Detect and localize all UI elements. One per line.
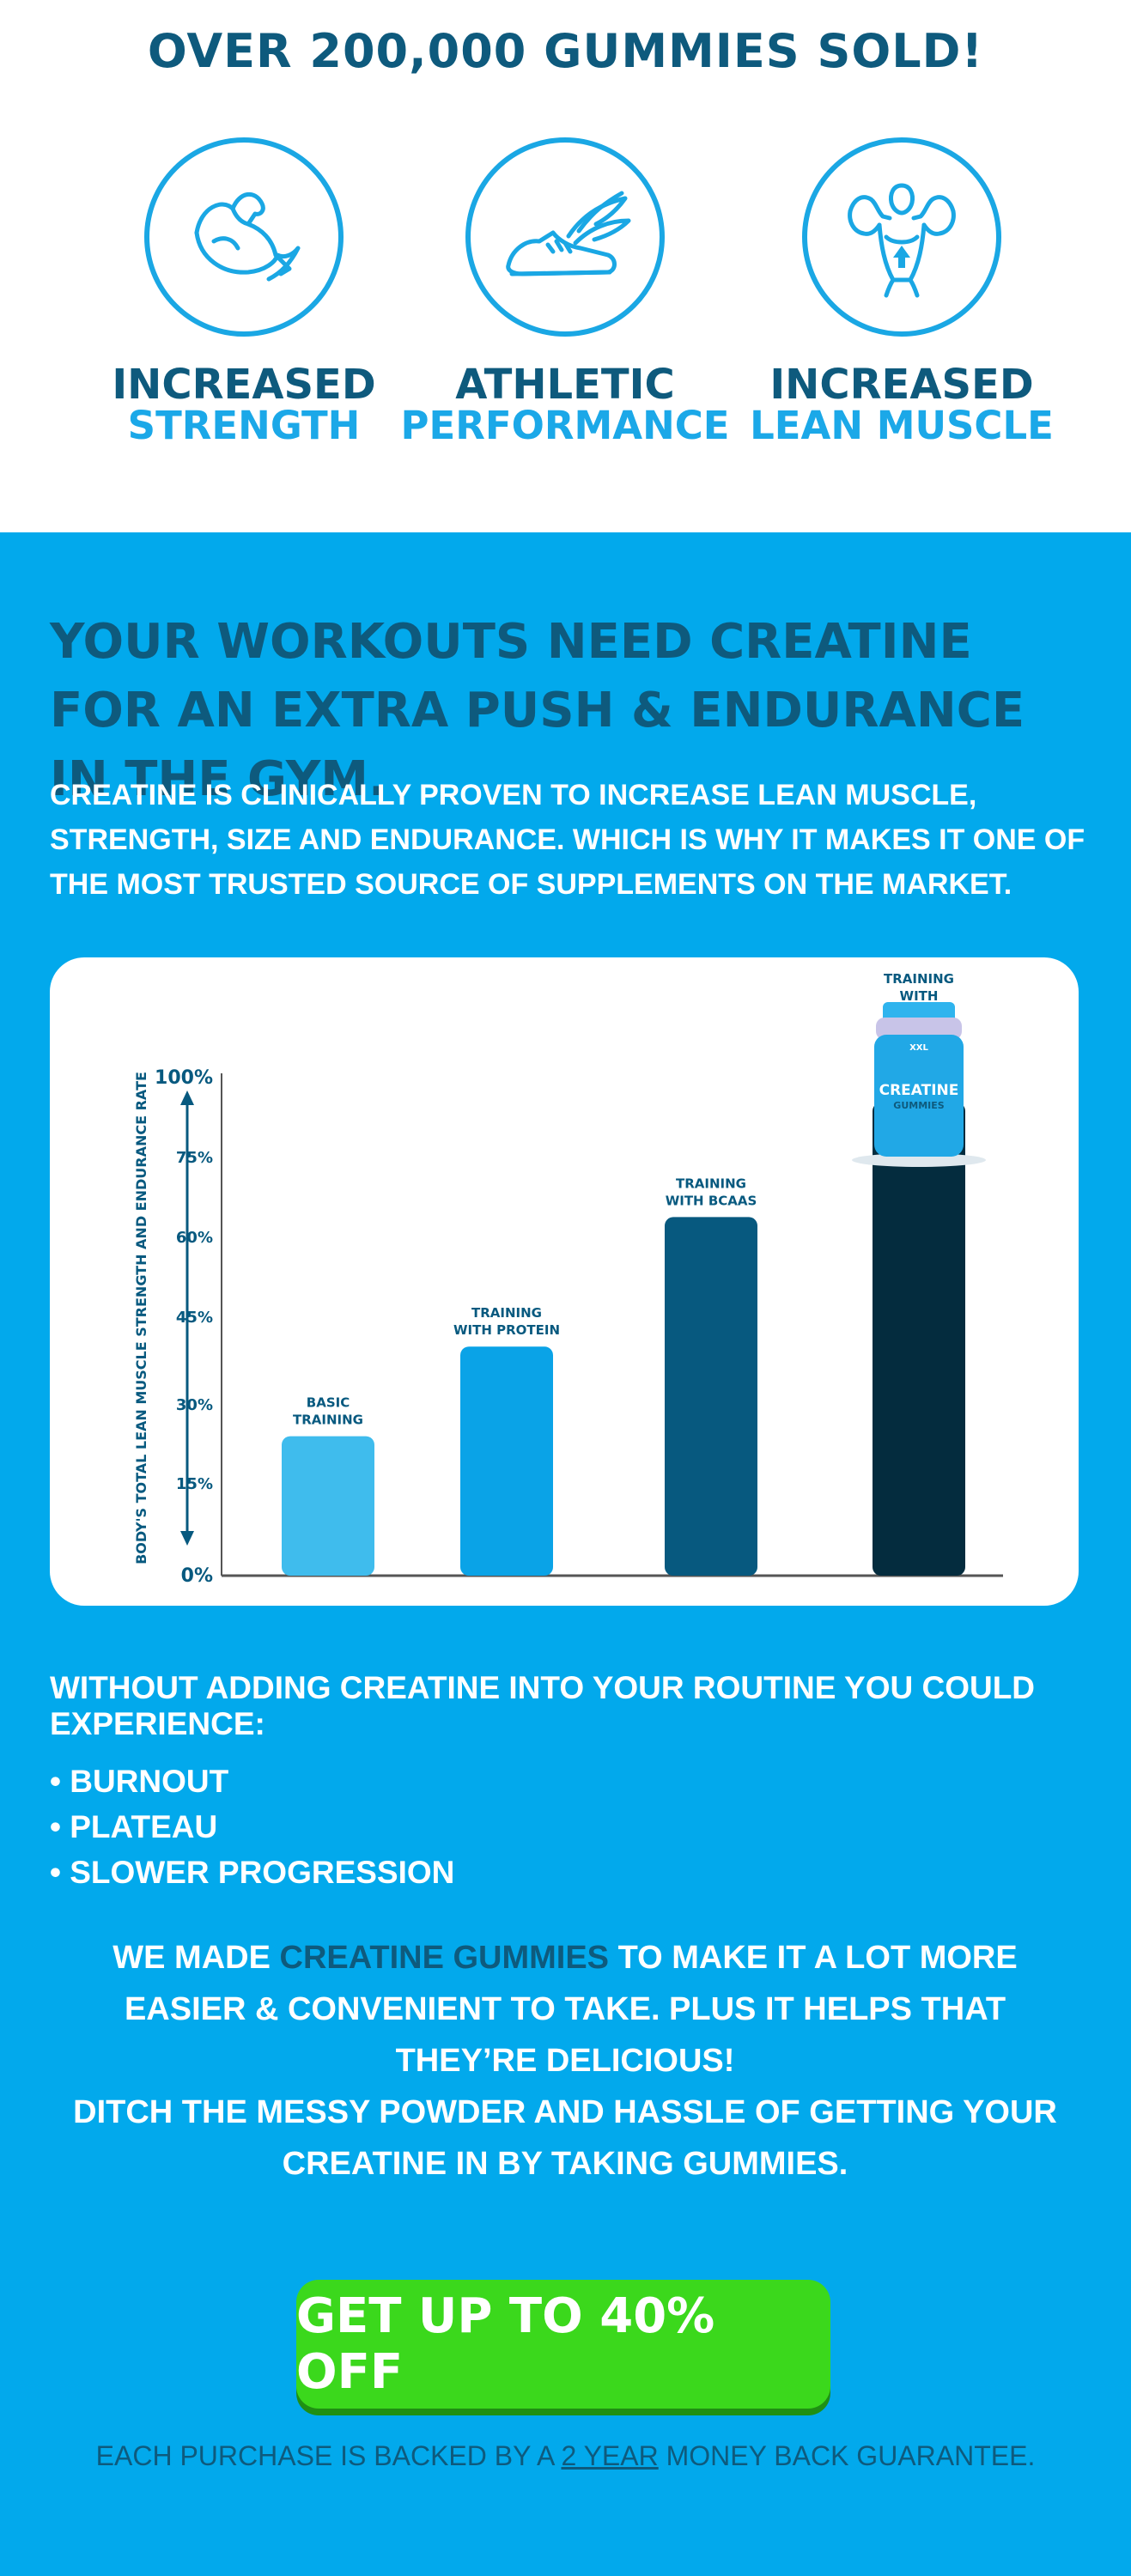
bar-label: TRAINING <box>293 1413 363 1428</box>
y-tick-label: 45% <box>176 1309 213 1327</box>
guarantee-pre: EACH PURCHASE IS BACKED BY A <box>95 2440 562 2471</box>
jar-shadow <box>852 1153 986 1167</box>
made-post: TO MAKE IT A LOT MORE EASIER & CONVENIEN… <box>124 1940 1018 2079</box>
jar-name: CREATINE <box>879 1082 959 1099</box>
jar-sub: GUMMIES <box>893 1100 944 1111</box>
y-tick-label: 0% <box>181 1565 213 1587</box>
made-highlight: CREATINE GUMMIES <box>279 1940 610 1976</box>
gummies-statement: WE MADE CREATINE GUMMIES TO MAKE IT A LO… <box>50 1932 1080 2087</box>
bar-label: TRAINING <box>676 1176 746 1191</box>
jar-body <box>874 1035 964 1157</box>
bar-label: BASIC <box>307 1395 350 1411</box>
bar <box>873 1103 965 1576</box>
y-axis-label: BODY'S TOTAL LEAN MUSCLE STRENGTH AND EN… <box>133 1072 149 1564</box>
bar-chart: BODY'S TOTAL LEAN MUSCLE STRENGTH AND EN… <box>133 971 1003 1587</box>
discount-cta-button[interactable]: GET UP TO 40% OFF <box>296 2280 830 2409</box>
list-item: • PLATEAU <box>50 1809 218 1844</box>
ditch-statement: DITCH THE MESSY POWDER AND HASSLE OF GET… <box>73 2094 1057 2182</box>
flexed-arm-icon <box>144 137 344 337</box>
guarantee-text: EACH PURCHASE IS BACKED BY A 2 YEAR MONE… <box>0 2440 1131 2472</box>
bar <box>282 1436 374 1576</box>
y-tick-label: 75% <box>176 1149 213 1167</box>
y-tick-label: 30% <box>176 1396 213 1414</box>
benefits-section: OVER 200,000 GUMMIES SOLD! INCREASED STR… <box>0 0 1131 532</box>
without-intro: WITHOUT ADDING CREATINE INTO YOUR ROUTIN… <box>50 1670 1036 1741</box>
list-item: • SLOWER PROGRESSION <box>50 1855 455 1890</box>
bar <box>460 1346 553 1576</box>
made-pre: WE MADE <box>112 1940 280 1976</box>
benefit-line1: INCREASED <box>112 361 376 409</box>
y-tick-label: 60% <box>176 1229 213 1247</box>
chart-card: BODY'S TOTAL LEAN MUSCLE STRENGTH AND EN… <box>50 957 1079 1606</box>
list-item: • BURNOUT <box>50 1764 229 1799</box>
sold-headline: OVER 200,000 GUMMIES SOLD! <box>147 24 984 78</box>
guarantee-years-link[interactable]: 2 YEAR <box>561 2440 659 2471</box>
creatine-section: YOUR WORKOUTS NEED CREATINE FOR AN EXTRA… <box>0 532 1131 2576</box>
benefit-line1: INCREASED <box>769 361 1034 409</box>
benefit-line2: STRENGTH <box>127 403 361 448</box>
y-tick-label: 100% <box>155 1067 213 1089</box>
jar-gummies <box>876 1018 962 1040</box>
y-arrow-down-icon <box>180 1531 194 1546</box>
benefit-line1: ATHLETIC <box>455 361 675 409</box>
bar-label: WITH PROTEIN <box>453 1322 560 1338</box>
y-arrow-up-icon <box>180 1091 194 1105</box>
winged-shoe-icon <box>465 137 665 337</box>
benefit-lean-muscle: INCREASED LEAN MUSCLE <box>721 137 1082 447</box>
benefit-line2: LEAN MUSCLE <box>750 403 1054 448</box>
jar-brand: XXL <box>909 1043 928 1053</box>
section-heading: YOUR WORKOUTS NEED CREATINE FOR AN EXTRA… <box>50 614 1025 807</box>
bar-label: TRAINING <box>471 1305 542 1321</box>
section-paragraph: CREATINE IS CLINICALLY PROVEN TO INCREAS… <box>50 779 1085 901</box>
risk-list: • BURNOUT • PLATEAU • SLOWER PROGRESSION <box>50 1759 454 1895</box>
guarantee-post: MONEY BACK GUARANTEE. <box>658 2440 1036 2471</box>
benefit-performance: ATHLETIC PERFORMANCE <box>385 137 745 447</box>
muscular-torso-icon <box>802 137 1001 337</box>
bar-label: WITH BCAAS <box>666 1193 757 1208</box>
bar <box>665 1217 757 1576</box>
bar-label: WITH <box>900 988 939 1004</box>
benefit-strength: INCREASED STRENGTH <box>64 137 424 447</box>
bar-label: TRAINING <box>884 971 954 987</box>
benefit-line2: PERFORMANCE <box>400 403 730 448</box>
y-tick-label: 15% <box>176 1475 213 1493</box>
